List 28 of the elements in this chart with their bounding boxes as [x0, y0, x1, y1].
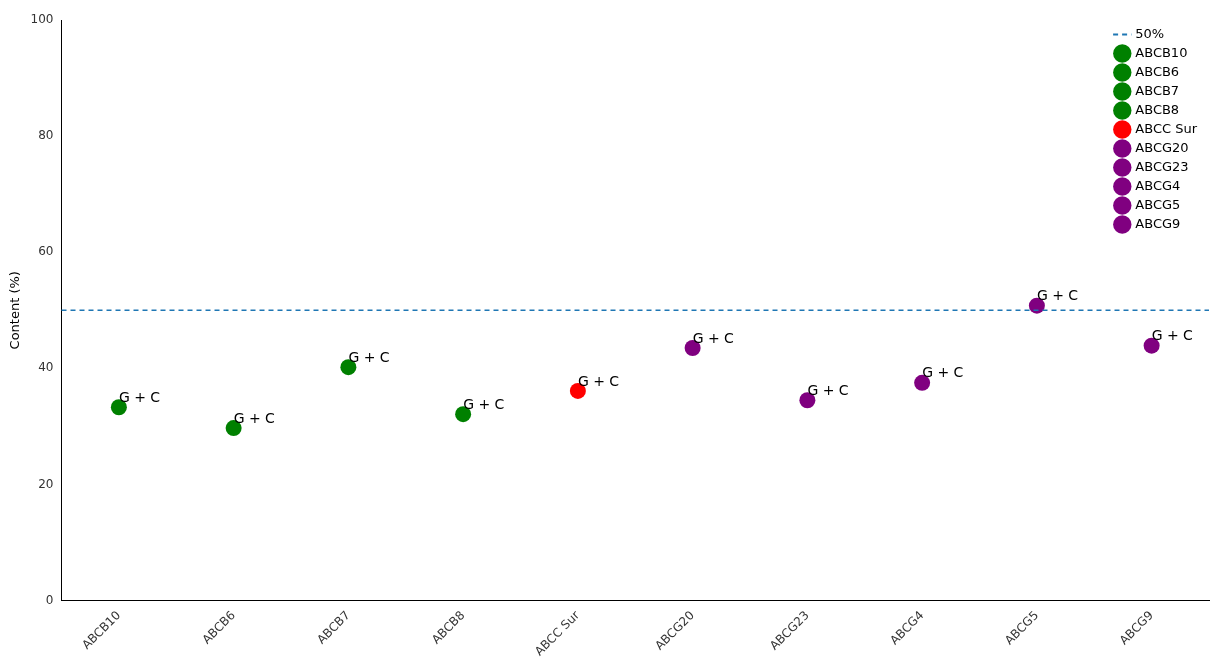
legend-label: ABCG4: [1135, 177, 1181, 193]
legend-label: ABCB10: [1135, 44, 1188, 60]
legend-label: ABCB7: [1135, 82, 1180, 98]
annotation: G + C: [348, 348, 390, 365]
y-tick-label: 0: [45, 592, 54, 607]
y-tick-label: 40: [38, 360, 54, 375]
y-tick-label: 100: [30, 12, 54, 27]
annotation: G + C: [922, 364, 964, 381]
annotation: G + C: [233, 409, 276, 426]
legend-label: ABCG23: [1135, 158, 1189, 174]
legend-label: 50%: [1135, 25, 1165, 41]
annotation: G + C: [577, 372, 620, 389]
y-tick-label: 80: [38, 128, 54, 143]
annotation: G + C: [692, 329, 735, 346]
legend-label: ABCG20: [1135, 139, 1189, 155]
legend-label: ABCG5: [1135, 196, 1181, 212]
annotation: G + C: [1036, 287, 1079, 304]
annotation: G + C: [118, 388, 161, 405]
annotation: G + C: [463, 395, 505, 412]
legend-label: ABCB8: [1135, 101, 1180, 117]
legend-label: ABCG9: [1135, 215, 1181, 231]
legend-label: ABCB6: [1135, 63, 1180, 79]
annotation: G + C: [807, 381, 849, 398]
y-axis-title: Content (%): [7, 271, 23, 350]
legend-label: ABCC Sur: [1135, 120, 1198, 136]
y-tick-label: 20: [38, 476, 54, 491]
annotation: G + C: [1151, 327, 1194, 344]
y-tick-label: 60: [38, 244, 54, 259]
